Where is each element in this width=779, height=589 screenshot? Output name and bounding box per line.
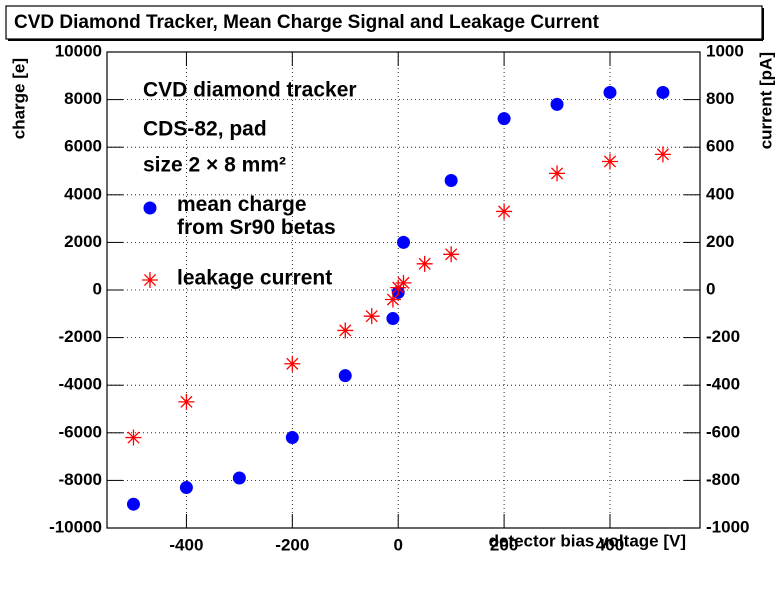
y2-tick-label: -200 (706, 327, 740, 346)
y-tick-label: 4000 (64, 184, 102, 203)
y-tick-label: -10000 (49, 517, 102, 536)
point (284, 355, 301, 372)
legend-marker (143, 201, 157, 215)
point (444, 174, 458, 188)
point (337, 322, 354, 339)
point (232, 471, 246, 485)
y2-tick-label: 800 (706, 89, 734, 108)
point (397, 235, 410, 249)
annotation: CDS-82, pad (143, 118, 267, 141)
y2-tick-label: 0 (706, 279, 715, 298)
point (384, 291, 401, 308)
point (179, 481, 193, 495)
x-tick-label: -200 (275, 535, 309, 554)
point (338, 369, 352, 383)
y2-axis-label: current [pA] (756, 52, 775, 149)
point (386, 312, 400, 326)
y2-tick-label: -400 (706, 375, 740, 394)
y-tick-label: 8000 (64, 89, 102, 108)
y2-tick-label: 400 (706, 184, 734, 203)
x-tick-label: 400 (596, 535, 624, 554)
point (285, 431, 299, 445)
point (654, 146, 671, 163)
y-tick-label: -6000 (59, 422, 102, 441)
legend-label: leakage current (177, 267, 332, 290)
point (497, 112, 511, 126)
x-axis-label: detector bias voltage [V] (489, 531, 686, 550)
y2-tick-label: -1000 (706, 517, 749, 536)
title-box (5, 5, 763, 40)
x-tick-label: 200 (490, 535, 518, 554)
point (656, 85, 670, 99)
y2-tick-label: 600 (706, 137, 734, 156)
point (395, 274, 412, 291)
point (126, 497, 140, 511)
x-tick-label: -400 (169, 535, 203, 554)
point (601, 153, 618, 170)
y-tick-label: -4000 (59, 375, 102, 394)
y-tick-label: 6000 (64, 137, 102, 156)
y-tick-label: 0 (93, 279, 102, 298)
y-axis-label: charge [e] (9, 58, 28, 139)
chart-title: CVD Diamond Tracker, Mean Charge Signal … (14, 12, 600, 33)
point (416, 255, 433, 272)
y2-tick-label: -600 (706, 422, 740, 441)
legend-marker (142, 272, 158, 288)
y-tick-label: 10000 (55, 41, 102, 60)
annotation: CVD diamond tracker (143, 79, 357, 102)
legend-label: mean charge from Sr90 betas (177, 193, 336, 239)
point (550, 97, 564, 111)
point (178, 393, 195, 410)
y-tick-label: -2000 (59, 327, 102, 346)
point (549, 165, 566, 182)
point (125, 429, 142, 446)
point (603, 85, 617, 99)
y2-tick-label: 200 (706, 232, 734, 251)
y2-tick-label: 1000 (706, 41, 744, 60)
x-tick-label: 0 (393, 535, 402, 554)
y2-tick-label: -800 (706, 470, 740, 489)
annotation: size 2 × 8 mm² (143, 154, 286, 177)
point (496, 203, 513, 220)
y-tick-label: 2000 (64, 232, 102, 251)
y-tick-label: -8000 (59, 470, 102, 489)
point (363, 308, 380, 325)
point (443, 246, 460, 263)
